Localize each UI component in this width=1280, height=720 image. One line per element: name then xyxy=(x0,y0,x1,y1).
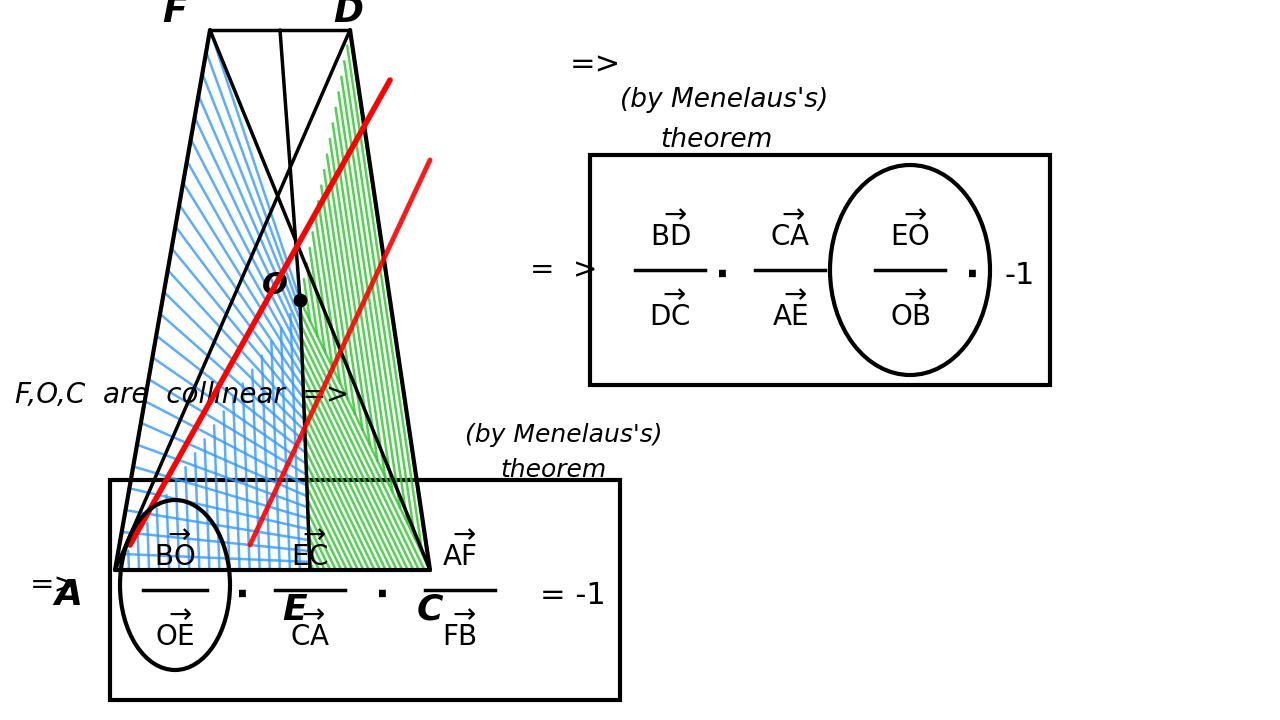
Text: (by Menelaus's): (by Menelaus's) xyxy=(465,423,663,447)
Text: $\overrightarrow{\mathrm{CA}}$: $\overrightarrow{\mathrm{CA}}$ xyxy=(771,212,810,252)
Text: =>: => xyxy=(29,571,79,599)
Text: D: D xyxy=(333,0,364,29)
Text: E: E xyxy=(283,593,307,627)
Text: F: F xyxy=(163,0,187,29)
Text: $\overrightarrow{\mathrm{FB}}$: $\overrightarrow{\mathrm{FB}}$ xyxy=(443,612,477,652)
Text: $\overrightarrow{\mathrm{AE}}$: $\overrightarrow{\mathrm{AE}}$ xyxy=(772,292,809,332)
Text: $\mathbf{\cdot}$: $\mathbf{\cdot}$ xyxy=(964,256,977,294)
Text: $\mathbf{\cdot}$: $\mathbf{\cdot}$ xyxy=(713,256,727,294)
Text: theorem: theorem xyxy=(500,458,607,482)
Text: A: A xyxy=(54,578,82,612)
Text: =  >: = > xyxy=(530,256,598,284)
Text: $\overrightarrow{\mathrm{AF}}$: $\overrightarrow{\mathrm{AF}}$ xyxy=(443,532,477,572)
Text: =>: => xyxy=(570,50,621,79)
Text: $\mathbf{\cdot}$: $\mathbf{\cdot}$ xyxy=(233,576,247,614)
Text: $\overrightarrow{\mathrm{EC}}$: $\overrightarrow{\mathrm{EC}}$ xyxy=(292,532,329,572)
Text: $\overrightarrow{\mathrm{BO}}$: $\overrightarrow{\mathrm{BO}}$ xyxy=(155,532,196,572)
Text: (by Menelaus's): (by Menelaus's) xyxy=(620,87,828,113)
Text: -1: -1 xyxy=(1005,261,1036,289)
Text: $\overrightarrow{\mathrm{DC}}$: $\overrightarrow{\mathrm{DC}}$ xyxy=(649,292,691,332)
Text: C: C xyxy=(417,593,443,627)
Text: $\overrightarrow{\mathrm{EO}}$: $\overrightarrow{\mathrm{EO}}$ xyxy=(890,212,929,252)
Text: $\overrightarrow{\mathrm{OE}}$: $\overrightarrow{\mathrm{OE}}$ xyxy=(155,612,195,652)
Text: = -1: = -1 xyxy=(540,580,605,610)
Text: $\overrightarrow{\mathrm{OB}}$: $\overrightarrow{\mathrm{OB}}$ xyxy=(890,292,931,332)
Text: $\overrightarrow{\mathrm{BD}}$: $\overrightarrow{\mathrm{BD}}$ xyxy=(650,212,690,252)
Text: $\overrightarrow{\mathrm{CA}}$: $\overrightarrow{\mathrm{CA}}$ xyxy=(291,612,330,652)
Text: $\mathbf{\cdot}$: $\mathbf{\cdot}$ xyxy=(374,576,387,614)
Text: theorem: theorem xyxy=(660,127,772,153)
Text: F,O,C  are  collinear  =>: F,O,C are collinear => xyxy=(15,381,349,409)
Text: O: O xyxy=(262,271,288,300)
